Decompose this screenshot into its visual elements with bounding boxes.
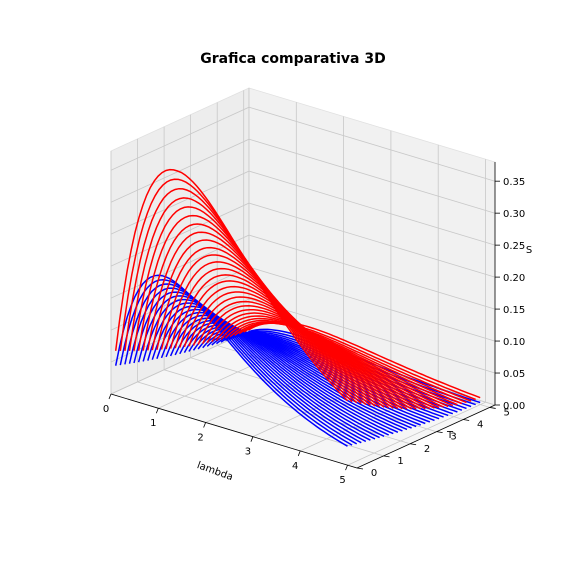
series-0-curve-15: [183, 324, 417, 428]
x-tick-label: 0: [103, 404, 109, 415]
x-tick: [345, 465, 348, 471]
y-tick-label: 3: [450, 432, 456, 443]
series-0-curve-8: [151, 305, 385, 437]
series-0-curve-12: [169, 317, 403, 432]
z-tick-label: 0.05: [503, 369, 525, 380]
series-0-curve-14: [179, 322, 412, 429]
z-tick-label: 0.00: [503, 401, 525, 412]
y-tick-label: 1: [397, 456, 403, 467]
x-axis-label: lambda: [195, 460, 234, 483]
grid-z: [110, 298, 496, 374]
series-1-curve-29: [248, 320, 481, 399]
x-tick-label: 1: [150, 418, 156, 429]
x-tick-label: 4: [292, 461, 298, 472]
z-tick-label: 0.25: [503, 241, 525, 252]
grid-z: [110, 170, 496, 246]
y-axis-label: T: [446, 430, 454, 441]
y-axis-line: [356, 404, 496, 469]
y-tick-label: 2: [424, 444, 430, 455]
y-tick-label: 4: [477, 420, 483, 431]
series-1-curve-23: [220, 317, 454, 407]
x-tick-label: 2: [197, 432, 203, 443]
grid-z: [110, 234, 496, 310]
series-1-curve-24: [224, 319, 458, 406]
y-tick-label: 0: [371, 468, 377, 479]
z-tick-label: 0.10: [503, 337, 525, 348]
x-tick-label: 3: [245, 447, 251, 458]
axes-lines: [110, 162, 496, 469]
series-0-curve-10: [160, 311, 394, 435]
grid-z: [110, 138, 496, 214]
series-0-curve-9: [156, 308, 390, 436]
y-tick: [463, 419, 470, 421]
series-0-curve-11: [165, 314, 399, 433]
z-tick-label: 0.35: [503, 177, 525, 188]
x-tick: [297, 450, 301, 457]
grid-z: [110, 106, 496, 182]
z-axis-label: S: [526, 245, 532, 256]
data-curves: [114, 168, 481, 447]
x-tick: [203, 422, 206, 428]
x-tick: [108, 393, 112, 400]
y-tick: [410, 443, 417, 446]
axes-panes: [109, 87, 497, 469]
y-tick: [383, 455, 390, 458]
axes-ticks: 0123450123450.000.050.100.150.200.250.30…: [103, 177, 525, 486]
y-tick: [436, 431, 443, 434]
z-tick-label: 0.20: [503, 273, 525, 284]
x-axis-line: [110, 393, 358, 469]
chart-title: Grafica comparativa 3D: [200, 51, 385, 67]
x-tick: [250, 436, 254, 442]
z-tick-label: 0.30: [503, 209, 525, 220]
y-tick: [356, 467, 364, 470]
series-0-curve-7: [147, 302, 380, 439]
x-tick-label: 5: [339, 475, 345, 486]
z-tick-label: 0.15: [503, 305, 525, 316]
series-1-curve-28: [243, 322, 476, 401]
x-tick: [155, 408, 159, 414]
y-tick: [489, 407, 496, 409]
y-tick-label: 5: [504, 407, 510, 418]
series-0-curve-13: [174, 319, 408, 431]
